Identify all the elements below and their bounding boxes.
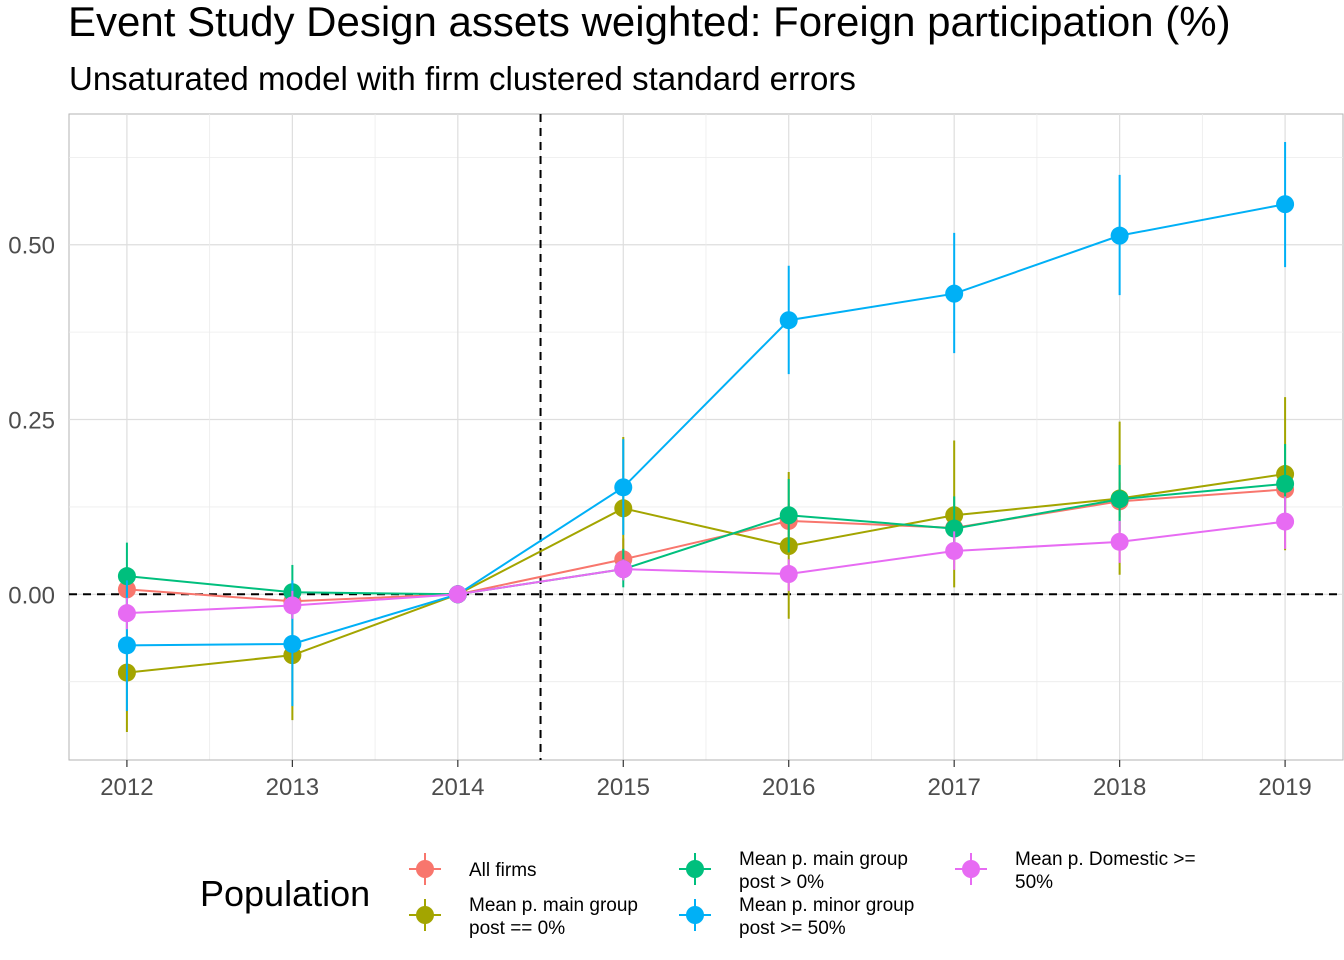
legend-label: post >= 50%: [739, 918, 846, 939]
data-point: [945, 284, 964, 303]
legend-key-point: [962, 860, 980, 878]
data-point: [117, 567, 136, 586]
series-5: [117, 496, 1295, 630]
series-line: [126, 520, 1286, 615]
x-tick-label: 2012: [100, 774, 153, 801]
legend-key-point: [686, 906, 704, 924]
legend-key-point: [416, 906, 434, 924]
series-4: [117, 141, 1295, 712]
data-point: [1110, 226, 1129, 245]
data-point: [1276, 195, 1295, 214]
data-point: [117, 604, 136, 623]
data-point: [945, 541, 964, 560]
legend-label: All firms: [469, 860, 537, 881]
series-line: [126, 488, 1286, 603]
data-point: [614, 478, 633, 497]
x-tick-label: 2015: [597, 774, 650, 801]
data-point: [1276, 512, 1295, 531]
data-point: [283, 634, 302, 653]
data-point: [779, 506, 798, 525]
data-point: [779, 565, 798, 584]
legend-title: Population: [200, 873, 370, 914]
series-line: [126, 203, 1286, 647]
y-tick-label: 0.25: [8, 408, 55, 435]
legend-label: Mean p. main group: [469, 895, 638, 916]
data-point: [448, 585, 467, 604]
chart-title: Event Study Design assets weighted: Fore…: [68, 0, 1231, 45]
x-tick-label: 2019: [1258, 774, 1311, 801]
y-tick-label: 0.50: [8, 233, 55, 260]
data-point: [1110, 490, 1129, 509]
y-tick-label: 0.00: [8, 582, 55, 609]
data-point: [614, 560, 633, 579]
x-tick-label: 2014: [431, 774, 484, 801]
reference-lines: [69, 114, 1343, 760]
chart-subtitle: Unsaturated model with firm clustered st…: [69, 60, 856, 97]
legend-label: Mean p. minor group: [739, 895, 914, 916]
legend-key-point: [686, 860, 704, 878]
legend-label: post == 0%: [469, 918, 565, 939]
legend-label: Mean p. main group: [739, 849, 908, 870]
series-layer: [117, 141, 1295, 733]
data-point: [945, 519, 964, 538]
axes: 2012 2013 2014 2015 2016 2017 2018 2019 0.00 0.25…: [8, 233, 1343, 801]
legend-label: 50%: [1015, 872, 1053, 893]
x-tick-label: 2017: [927, 774, 980, 801]
legend-label: post > 0%: [739, 872, 824, 893]
data-point: [779, 311, 798, 330]
series-line: [126, 473, 1286, 674]
legend-label: Mean p. Domestic >=: [1015, 849, 1196, 870]
data-point: [283, 596, 302, 615]
x-tick-label: 2013: [266, 774, 319, 801]
legend-item-5: Mean p. Domestic >=50%: [955, 849, 1196, 893]
legend-key-point: [416, 860, 434, 878]
data-point: [117, 636, 136, 655]
data-point: [1110, 532, 1129, 551]
series-line: [126, 482, 1286, 596]
series-3: [117, 443, 1295, 619]
legend-item-1: All firms: [409, 853, 537, 885]
x-tick-label: 2018: [1093, 774, 1146, 801]
data-point: [1276, 474, 1295, 493]
x-tick-label: 2016: [762, 774, 815, 801]
